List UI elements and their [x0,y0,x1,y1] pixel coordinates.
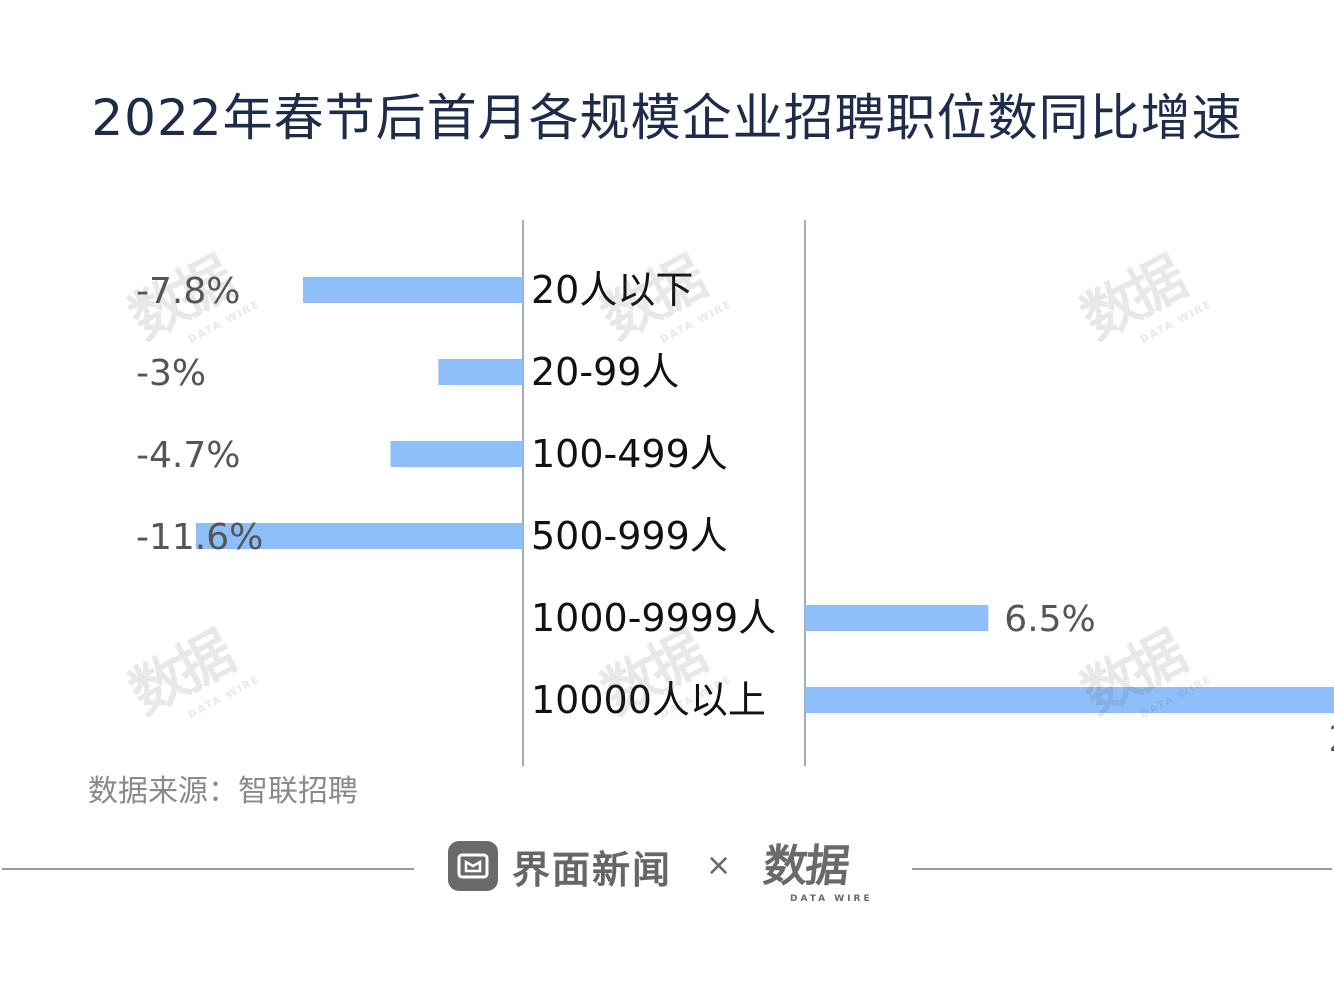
category-label: 1000-9999人 [531,596,776,640]
category-label: 20-99人 [531,350,679,394]
jiemian-brand: 界面新闻 [448,840,672,892]
value-label: -4.7% [136,435,240,476]
value-label: -7.8% [136,271,240,312]
bar [390,441,523,467]
bar-chart: 20人以下 20-99人 100-499人 500-999人 1000-9999人 100… [136,220,1334,766]
data-source: 数据来源：智联招聘 [88,774,358,809]
footer-divider-right [912,868,1332,870]
bar [805,605,989,631]
bar [195,523,523,549]
value-label: 23.4% [1329,719,1334,760]
category-label: 100-499人 [531,432,728,476]
data-wire-logo: 数据 DATA WIRE [760,841,873,904]
bar [438,359,523,385]
footer-divider-left [2,868,414,870]
category-label: 20人以下 [531,268,693,312]
bar [303,277,523,303]
category-label: 500-999人 [531,514,728,558]
brand-name: 界面新闻 [512,847,673,892]
bar [805,687,1334,713]
separator: × [706,848,732,883]
value-label: -11.6% [136,517,263,558]
category-label: 10000人以上 [531,678,766,722]
chart-title: 2022年春节后首月各规模企业招聘职位数同比增速 [91,89,1243,147]
value-label: 6.5% [1004,599,1095,640]
value-label: -3% [136,353,206,394]
jiemian-logo-icon [448,841,498,891]
